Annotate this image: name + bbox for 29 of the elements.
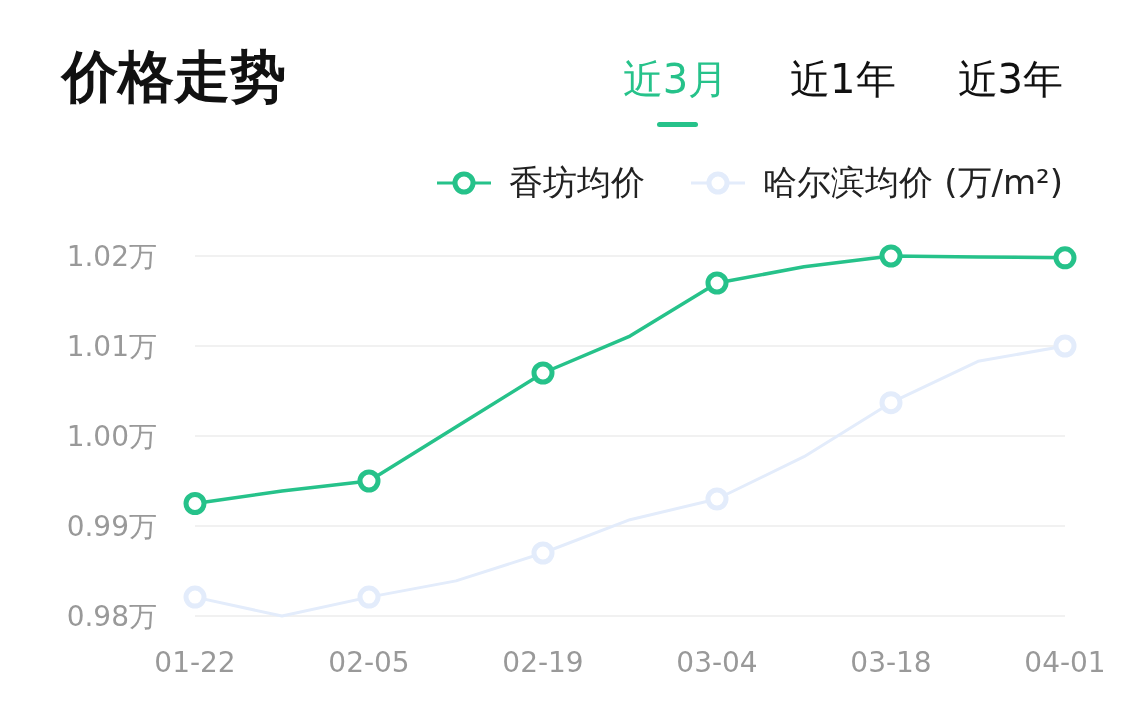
point: [357, 469, 381, 493]
text: 近3月: [622, 55, 729, 104]
point: [357, 585, 381, 609]
text: 近3年: [957, 55, 1063, 104]
point: [1053, 334, 1077, 358]
text: 近1年: [790, 55, 896, 104]
legend-label: 哈尔滨均价 (万/m²): [763, 161, 1063, 204]
point: [705, 271, 729, 295]
x-tick-label: 01-22: [154, 645, 236, 679]
point: [183, 492, 207, 515]
legend-label: 香坊均价: [509, 161, 646, 204]
x-tick-label: 03-04: [676, 645, 758, 679]
point: [705, 487, 729, 511]
point: [879, 244, 903, 268]
point: [1053, 246, 1077, 270]
point: [183, 585, 207, 609]
x-tick-label: 02-05: [328, 645, 410, 679]
point: [531, 361, 555, 385]
chart-title: 价格走势: [62, 43, 286, 111]
point: [531, 541, 555, 565]
y-tick-label: 0.98万: [66, 599, 157, 633]
x-tick-label: 03-18: [850, 645, 932, 679]
point: [879, 391, 903, 415]
y-tick-label: 0.99万: [66, 509, 157, 543]
y-tick-label: 1.01万: [66, 329, 157, 363]
y-tick-label: 1.00万: [66, 419, 157, 453]
x-tick-label: 02-19: [502, 645, 584, 679]
y-tick-label: 1.02万: [66, 239, 157, 273]
x-tick-label: 04-01: [1024, 645, 1106, 679]
